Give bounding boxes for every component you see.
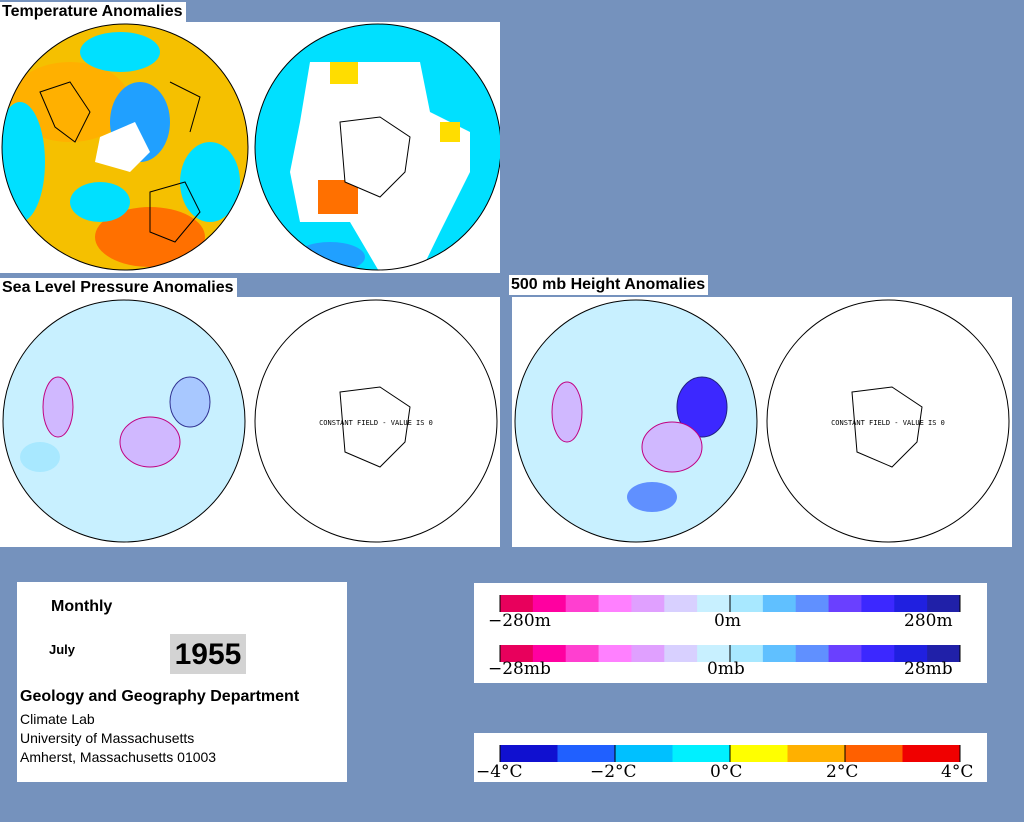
height-colorbar-swatch	[697, 595, 731, 612]
info-line-1: Climate Lab	[20, 711, 95, 727]
temp-tick-2: −2°C	[590, 762, 637, 782]
slp-map-north	[2, 299, 246, 543]
height-colorbar-swatch	[500, 595, 534, 612]
period-label: Monthly	[51, 598, 113, 615]
height-map-south: CONSTANT FIELD - VALUE IS 0	[766, 299, 1010, 543]
pressure-tick-max: 28mb	[904, 659, 953, 679]
pressure-colorbar	[499, 645, 961, 662]
pressure-colorbar-swatch	[500, 645, 534, 662]
temperature-colorbar	[499, 745, 961, 762]
pressure-colorbar-swatch	[894, 645, 928, 662]
temp-tick-1: −4°C	[476, 762, 523, 782]
height-colorbar-swatch	[730, 595, 764, 612]
pressure-colorbar-swatch	[730, 645, 764, 662]
height-colorbar-swatch	[894, 595, 928, 612]
temperature-colorbar-swatch	[787, 745, 846, 762]
temperature-colorbar-swatch	[500, 745, 558, 762]
info-box: Monthly July 1955 Geology and Geography …	[17, 582, 347, 782]
height-constant-label: CONSTANT FIELD - VALUE IS 0	[831, 419, 945, 427]
temperature-colorbar-swatch	[845, 745, 903, 762]
temperature-title: Temperature Anomalies	[0, 2, 186, 22]
pressure-colorbar-swatch	[762, 645, 797, 662]
height-tick-max: 280m	[904, 611, 953, 631]
height-colorbar-swatch	[795, 595, 830, 612]
height-colorbar-swatch	[828, 595, 862, 612]
height-panel: CONSTANT FIELD - VALUE IS 0	[512, 297, 1012, 547]
slp-map-south: CONSTANT FIELD - VALUE IS 0	[254, 299, 498, 543]
pressure-colorbar-swatch	[565, 645, 600, 662]
height-tick-zero: 0m	[714, 611, 741, 631]
height-colorbar-swatch	[631, 595, 665, 612]
height-colorbar-swatch	[861, 595, 895, 612]
height-colorbar-swatch	[762, 595, 797, 612]
temperature-panel	[0, 22, 500, 273]
height-colorbar-swatch	[927, 595, 961, 612]
temp-tick-5: 4°C	[941, 762, 974, 782]
temperature-colorbar-swatch	[730, 745, 788, 762]
height-colorbar-swatch	[598, 595, 632, 612]
pressure-colorbar-swatch	[631, 645, 665, 662]
temperature-colorbar-swatch	[902, 745, 961, 762]
height-colorbar	[499, 595, 961, 612]
height-tick-min: −280m	[488, 611, 551, 631]
temperature-colorbar-swatch	[672, 745, 731, 762]
pressure-colorbar-swatch	[598, 645, 632, 662]
temperature-map-south	[254, 23, 500, 271]
slp-panel: CONSTANT FIELD - VALUE IS 0	[0, 297, 500, 547]
height-colorbar-swatch	[532, 595, 567, 612]
pressure-colorbar-swatch	[697, 645, 731, 662]
department-label: Geology and Geography Department	[20, 688, 300, 705]
temperature-map-north	[1, 23, 249, 271]
temp-tick-4: 2°C	[826, 762, 859, 782]
pressure-colorbar-swatch	[664, 645, 698, 662]
slp-constant-label: CONSTANT FIELD - VALUE IS 0	[319, 419, 433, 427]
temperature-colorbar-swatch	[615, 745, 673, 762]
temp-tick-3: 0°C	[710, 762, 743, 782]
pressure-colorbar-swatch	[532, 645, 567, 662]
pressure-colorbar-swatch	[861, 645, 895, 662]
pressure-tick-zero: 0mb	[707, 659, 745, 679]
height-map-north	[514, 299, 758, 543]
pressure-tick-min: −28mb	[488, 659, 551, 679]
info-line-3: Amherst, Massachusetts 01003	[20, 749, 217, 765]
height-colorbar-swatch	[565, 595, 600, 612]
height-pressure-legend: −280m 0m 280m −28mb 0mb 28mb	[474, 583, 987, 683]
height-colorbar-swatch	[664, 595, 698, 612]
slp-title: Sea Level Pressure Anomalies	[0, 278, 237, 298]
month-label: July	[49, 642, 76, 657]
pressure-colorbar-swatch	[795, 645, 830, 662]
pressure-colorbar-swatch	[828, 645, 862, 662]
info-line-2: University of Massachusetts	[20, 730, 195, 746]
height-title: 500 mb Height Anomalies	[509, 275, 709, 295]
year-label: 1955	[170, 634, 246, 674]
temperature-legend: −4°C −2°C 0°C 2°C 4°C	[474, 733, 987, 782]
pressure-colorbar-swatch	[927, 645, 961, 662]
temperature-colorbar-swatch	[557, 745, 616, 762]
